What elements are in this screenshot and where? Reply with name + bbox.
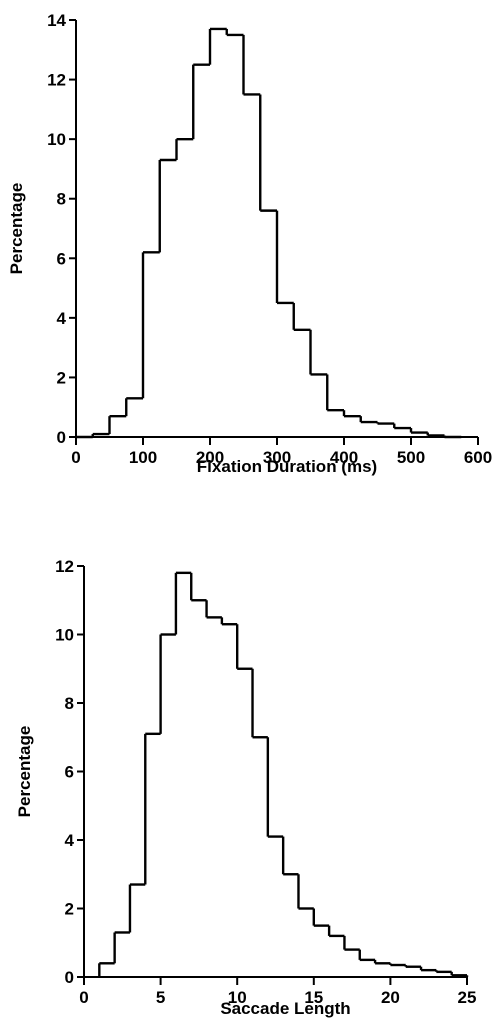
y-tick-label: 2 <box>57 368 66 387</box>
x-tick-label: 500 <box>397 448 425 467</box>
y-tick-label: 12 <box>55 557 74 576</box>
x-tick-label: 400 <box>330 448 358 467</box>
y-tick-label: 4 <box>65 831 75 850</box>
x-tick-label: 200 <box>196 448 224 467</box>
x-tick-label: 600 <box>464 448 492 467</box>
y-tick-label: 14 <box>47 11 66 30</box>
y-tick-label: 8 <box>65 694 74 713</box>
y-tick-label: 8 <box>57 190 66 209</box>
y-tick-label: 0 <box>57 428 66 447</box>
saccade-length-histogram: 0 2 4 6 8 10 12 0 5 10 15 20 25 Saccade Length Percent… <box>15 557 476 1018</box>
y-tick-label: 4 <box>57 309 67 328</box>
y-tick-label: 6 <box>65 763 74 782</box>
x-tick-label: 5 <box>156 988 165 1007</box>
x-tick-label: 25 <box>458 988 477 1007</box>
x-tick-label: 300 <box>263 448 291 467</box>
x-tick-label: 15 <box>304 988 323 1007</box>
x-tick-label: 10 <box>228 988 247 1007</box>
y-tick-label: 10 <box>47 130 66 149</box>
x-tick-label: 100 <box>129 448 157 467</box>
y-tick-label: 0 <box>65 968 74 987</box>
y-tick-label: 6 <box>57 249 66 268</box>
x-axis-label: Saccade Length <box>220 999 350 1018</box>
y-axis-label: Percentage <box>7 183 26 275</box>
x-axis-label: Fixation Duration (ms) <box>197 457 377 476</box>
y-axis-label: Percentage <box>15 726 34 818</box>
y-tick-label: 12 <box>47 71 66 90</box>
x-tick-label: 0 <box>79 988 88 1007</box>
y-tick-label: 10 <box>55 626 74 645</box>
x-tick-label: 20 <box>381 988 400 1007</box>
y-tick-label: 2 <box>65 900 74 919</box>
fixation-duration-histogram: 0 2 4 6 8 10 12 14 0 100 200 300 400 500 600 Fixation D… <box>7 11 492 476</box>
x-tick-label: 0 <box>71 448 80 467</box>
